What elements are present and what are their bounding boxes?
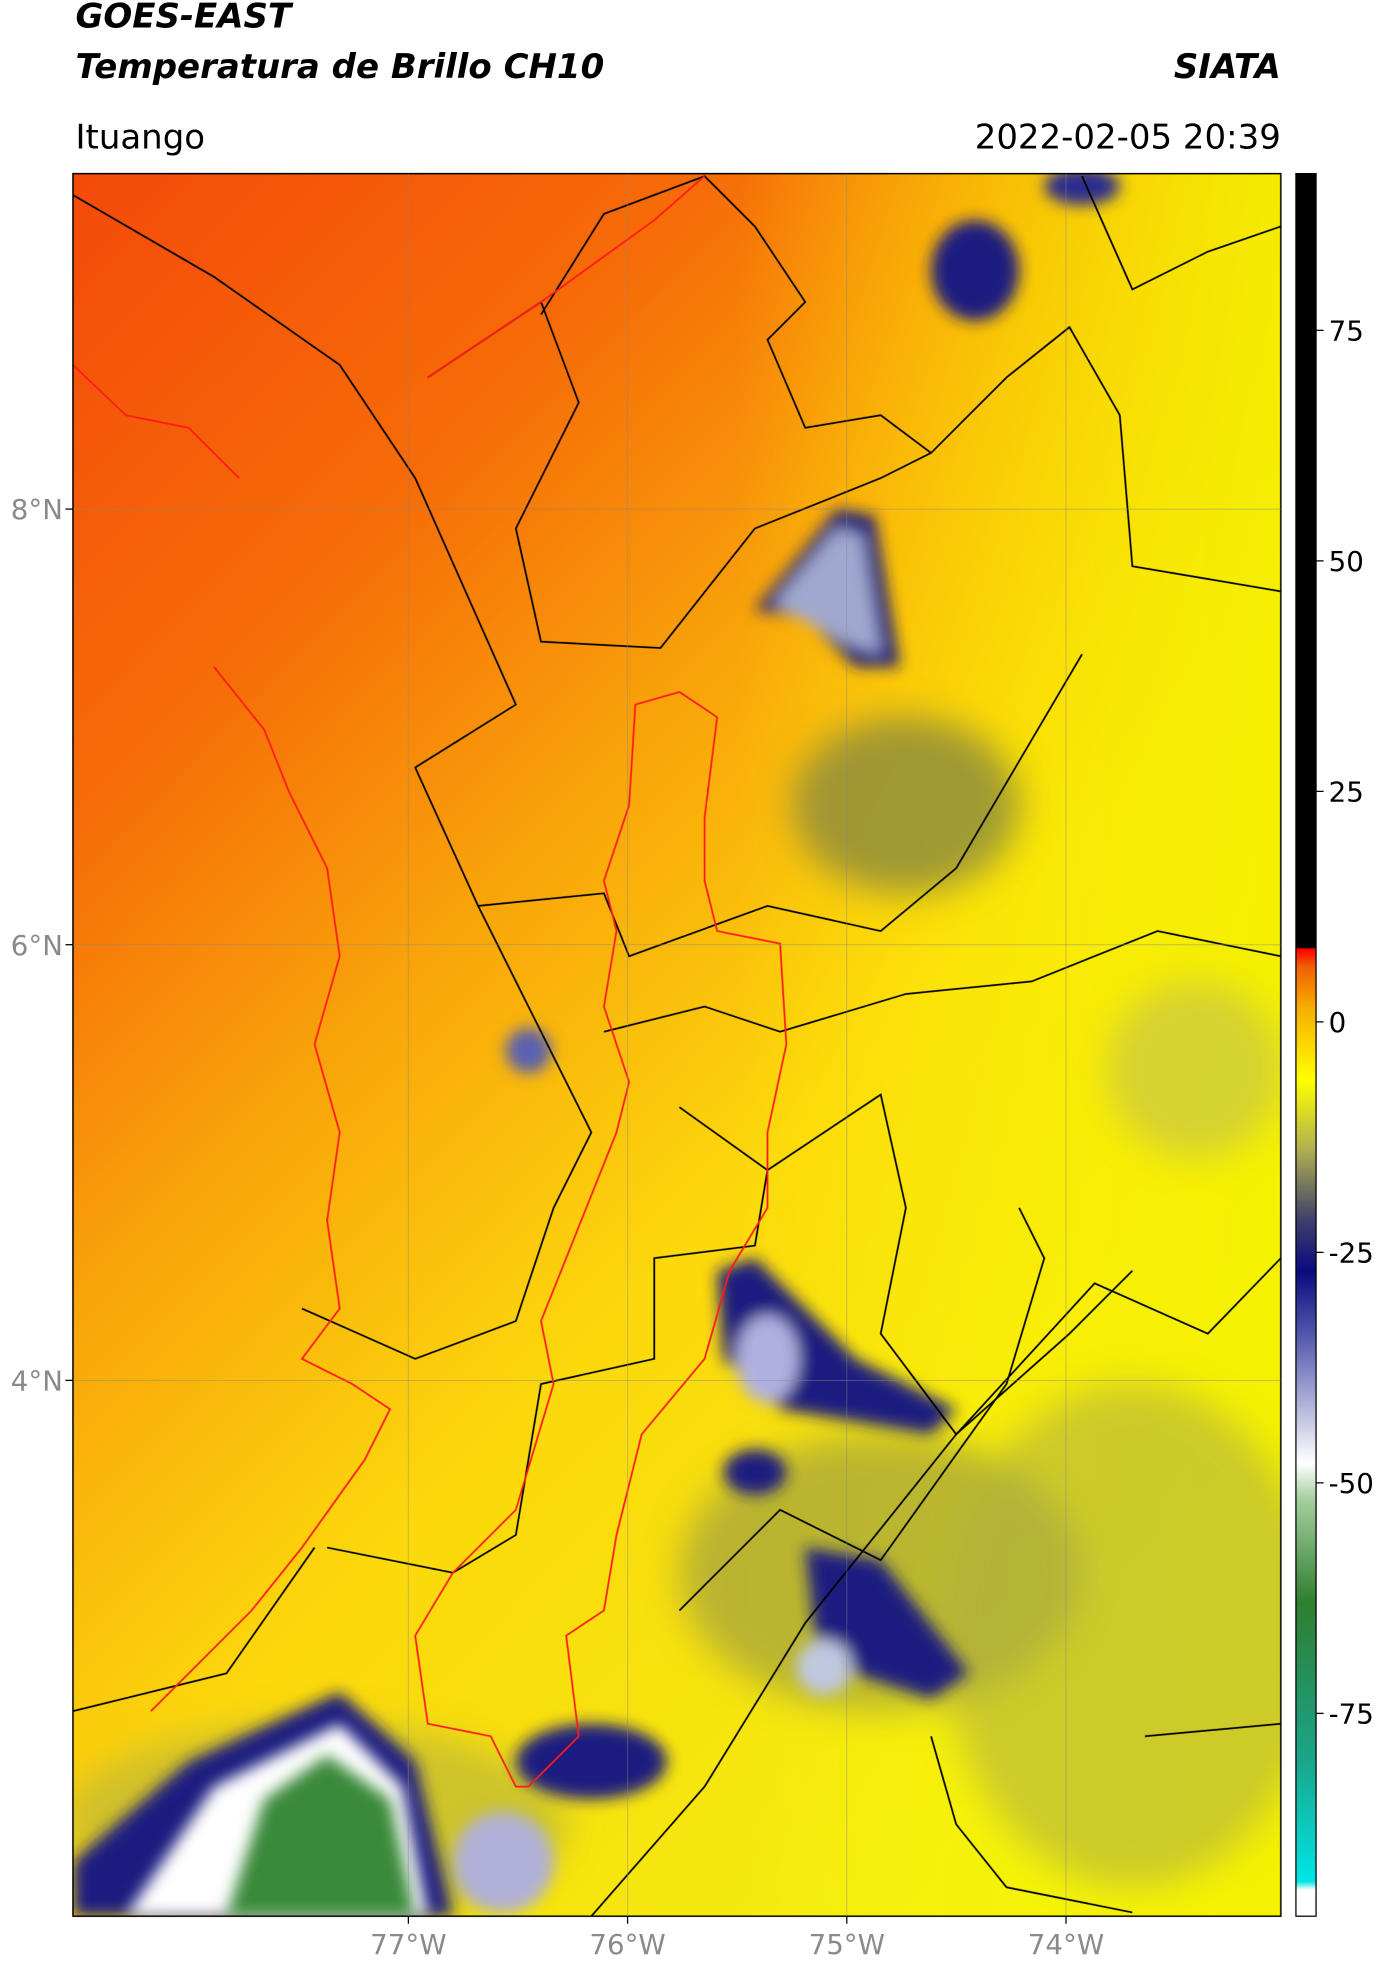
subtitle: Temperatura de Brillo CH10 xyxy=(75,47,604,87)
map-frame xyxy=(72,172,1282,1917)
colorbar-tick-label: 75 xyxy=(1329,314,1364,347)
colorbar xyxy=(1295,172,1317,1917)
colorbar-tick-label: 50 xyxy=(1329,545,1364,578)
x-tick-label: 76°W xyxy=(589,1928,665,1961)
colorbar-tick-label: -25 xyxy=(1329,1236,1374,1269)
x-tick-label: 74°W xyxy=(1028,1928,1104,1961)
axes: 77°W 76°W 75°W 74°W 8°N 6°N 4°N 75 50 25 0 -25 -50 -7… xyxy=(11,173,1374,1961)
location: Ituango xyxy=(75,117,205,157)
x-tick-label: 75°W xyxy=(809,1928,885,1961)
satellite-image xyxy=(72,173,1281,1917)
title: GOES-EAST xyxy=(75,0,293,37)
y-tick-label: 4°N xyxy=(11,1364,63,1397)
colorbar-tick-label: 25 xyxy=(1329,775,1364,808)
source: SIATA xyxy=(1174,47,1281,87)
x-tick-label: 77°W xyxy=(370,1928,446,1961)
y-tick-label: 6°N xyxy=(11,929,63,962)
colorbar-tick-label: -75 xyxy=(1329,1697,1374,1730)
y-tick-label: 8°N xyxy=(11,493,63,526)
datetime: 2022-02-05 20:39 xyxy=(975,117,1281,157)
colorbar-tick-label: 0 xyxy=(1329,1006,1347,1039)
colorbar-tick-label: -50 xyxy=(1329,1467,1374,1500)
